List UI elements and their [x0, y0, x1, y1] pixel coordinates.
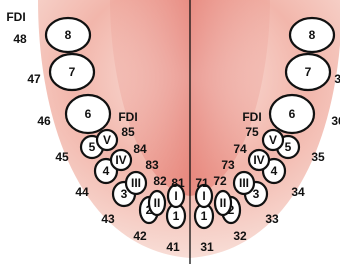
tooth-label: 7 — [69, 65, 76, 79]
fdi-number: 43 — [101, 212, 115, 226]
deciduous-tooth: II — [215, 191, 231, 215]
tooth-label: 8 — [309, 28, 316, 42]
tooth-label: II — [154, 196, 161, 210]
fdi-number: 34 — [291, 185, 305, 199]
tooth-label: 6 — [289, 107, 296, 121]
fdi-number: 84 — [133, 142, 147, 156]
fdi-number: 73 — [221, 158, 235, 172]
fdi-number: 31 — [200, 240, 214, 254]
deciduous-tooth: V — [263, 130, 283, 150]
tooth-label: IV — [253, 153, 264, 167]
tooth-label: 4 — [103, 164, 110, 178]
fdi-number: 81 — [171, 176, 185, 190]
fdi-number: 37 — [334, 72, 340, 86]
tooth-label: III — [239, 176, 249, 190]
tooth-label: 3 — [253, 187, 260, 201]
tooth-label: 7 — [305, 65, 312, 79]
tooth-label: V — [103, 133, 111, 147]
deciduous-tooth: III — [234, 172, 254, 194]
fdi-number: 46 — [37, 114, 51, 128]
tooth-label: V — [269, 133, 277, 147]
tooth-label: 4 — [271, 164, 278, 178]
fdi-number: 44 — [75, 185, 89, 199]
deciduous-tooth: IV — [111, 150, 131, 170]
tooth-label: 5 — [89, 140, 96, 154]
permanent-tooth: 8 — [46, 18, 90, 52]
fdi-number: 72 — [213, 174, 227, 188]
fdi-number: 48 — [13, 32, 27, 46]
deciduous-tooth: II — [149, 191, 165, 215]
fdi-number: 36 — [331, 114, 340, 128]
deciduous-tooth: V — [97, 130, 117, 150]
deciduous-tooth: IV — [249, 150, 269, 170]
dental-diagram: 87654321VIVIIIIII87654321VIVIIIIII FDI48… — [0, 0, 340, 264]
tooth-label: 6 — [85, 107, 92, 121]
fdi-number: 82 — [153, 174, 167, 188]
fdi-label: FDI — [118, 110, 137, 124]
deciduous-tooth: III — [126, 172, 146, 194]
fdi-label: FDI — [242, 110, 261, 124]
tooth-label: 8 — [65, 28, 72, 42]
fdi-label: FDI — [6, 10, 25, 24]
tooth-label: 1 — [201, 209, 208, 223]
tooth-label: II — [220, 196, 227, 210]
tooth-label: I — [174, 189, 177, 203]
fdi-number: 42 — [133, 229, 147, 243]
tooth-label: IV — [115, 153, 126, 167]
fdi-number: 83 — [145, 158, 159, 172]
fdi-number: 41 — [166, 240, 180, 254]
fdi-number: 35 — [311, 150, 325, 164]
fdi-number: 32 — [233, 229, 247, 243]
tooth-label: 1 — [173, 209, 180, 223]
tooth-label: III — [131, 176, 141, 190]
fdi-number: 75 — [245, 125, 259, 139]
fdi-number: 45 — [55, 150, 69, 164]
permanent-tooth: 6 — [66, 95, 110, 133]
tooth-label: 5 — [285, 140, 292, 154]
permanent-tooth: 6 — [270, 95, 314, 133]
fdi-number: 47 — [27, 72, 41, 86]
tooth-label: I — [202, 189, 205, 203]
permanent-tooth: 8 — [290, 18, 334, 52]
fdi-number: 71 — [195, 176, 209, 190]
permanent-tooth: 7 — [286, 54, 330, 90]
fdi-number: 33 — [265, 212, 279, 226]
fdi-number: 74 — [233, 142, 247, 156]
fdi-number: 85 — [121, 125, 135, 139]
permanent-tooth: 7 — [50, 54, 94, 90]
